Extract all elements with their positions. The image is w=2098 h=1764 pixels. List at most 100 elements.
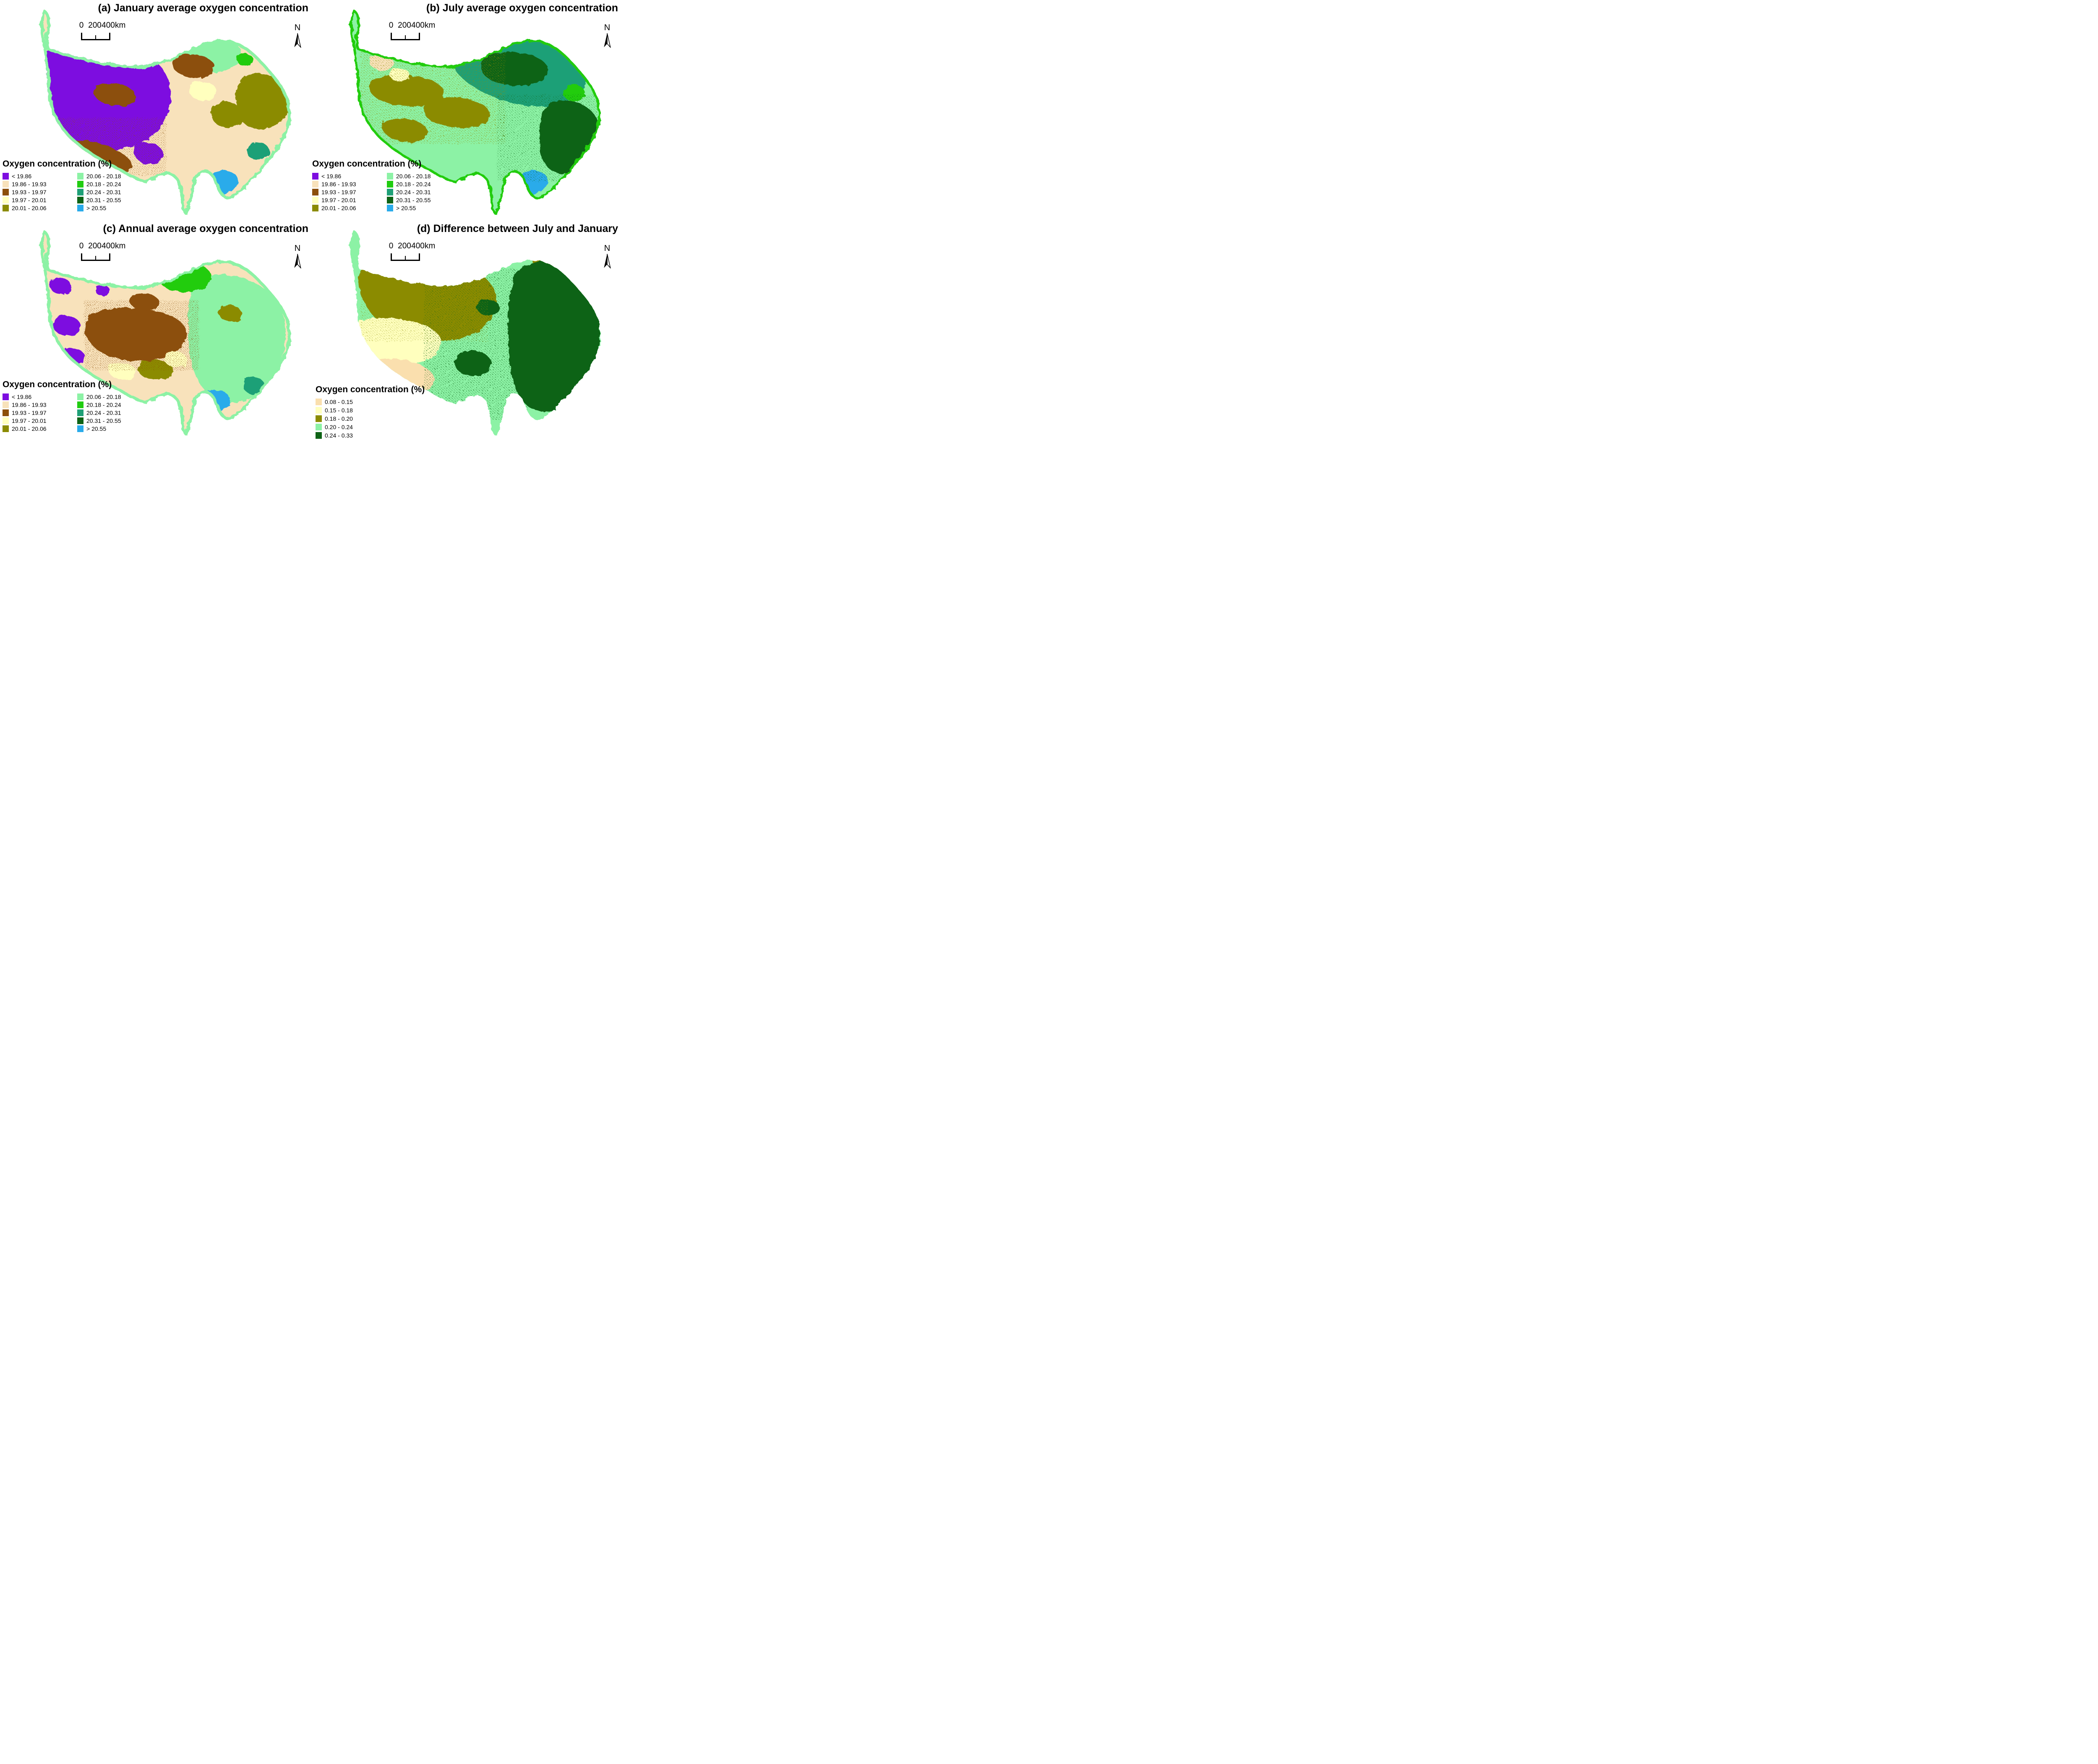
map-july xyxy=(315,9,601,215)
north-label: N xyxy=(294,244,301,253)
legend-swatch xyxy=(77,417,84,424)
scale-label-200: 200 xyxy=(398,242,411,250)
legend-item: 20.06 - 20.18 xyxy=(77,393,153,401)
scale-unit: km xyxy=(425,242,436,250)
scale-bar-line xyxy=(81,33,110,40)
scale-label-0: 0 xyxy=(79,21,84,30)
scale-label-200: 200 xyxy=(88,21,102,30)
scale-label-400: 400 xyxy=(411,21,425,30)
legend-item: 19.86 - 19.93 xyxy=(3,180,77,188)
panel-title-july: (b) July average oxygen concentration xyxy=(426,2,618,14)
scale-bar: 0 200 400 km xyxy=(63,21,155,41)
legend-item: 0.08 - 0.15 xyxy=(316,398,425,406)
north-arrow-icon xyxy=(294,253,301,268)
legend-item: 20.01 - 20.06 xyxy=(3,204,77,212)
scale-label-400: 400 xyxy=(102,21,115,30)
legend-item: 20.24 - 20.31 xyxy=(77,409,153,417)
scale-label-0: 0 xyxy=(389,242,394,250)
legend-title: Oxygen concentration (%) xyxy=(3,159,112,169)
legend-item: 20.06 - 20.18 xyxy=(77,172,153,180)
legend-item: 0.15 - 0.18 xyxy=(316,406,425,414)
legend-item: > 20.55 xyxy=(77,425,153,433)
north-arrow: N xyxy=(291,244,304,268)
legend-item: 20.18 - 20.24 xyxy=(77,180,153,188)
legend-swatch xyxy=(316,415,322,422)
legend-title: Oxygen concentration (%) xyxy=(316,385,425,394)
legend-item: 0.20 - 0.24 xyxy=(316,423,425,431)
legend-item: > 20.55 xyxy=(77,204,153,212)
panel-annual: (c) Annual average oxygen concentration … xyxy=(0,221,310,441)
legend-swatch xyxy=(3,409,9,416)
legend-july: Oxygen concentration (%) < 19.86 19.86 -… xyxy=(312,159,462,212)
scale-label-400: 400 xyxy=(102,242,115,250)
panel-january: (a) January average oxygen concentration… xyxy=(0,0,310,220)
january-pale-yellow-regions xyxy=(189,81,217,100)
legend-swatch xyxy=(3,417,9,424)
legend-item: 19.93 - 19.97 xyxy=(3,188,77,196)
legend-swatch xyxy=(387,172,393,180)
legend-item: < 19.86 xyxy=(3,393,77,401)
legend-difference: Oxygen concentration (%) 0.08 - 0.15 0.1… xyxy=(316,385,425,440)
map-january xyxy=(5,9,309,215)
north-label: N xyxy=(294,23,301,32)
panel-difference: (d) Difference between July and January … xyxy=(310,221,619,441)
legend-swatch xyxy=(312,180,318,188)
legend-swatch xyxy=(3,188,9,195)
scale-bar: 0 200 400 km xyxy=(63,242,155,262)
legend-item: 19.86 - 19.93 xyxy=(312,180,387,188)
annual-green-regions xyxy=(158,262,211,292)
scale-bar: 0 200 400 km xyxy=(373,242,465,262)
legend-item: 20.18 - 20.24 xyxy=(387,180,462,188)
january-olive-regions xyxy=(211,73,291,130)
legend-swatch xyxy=(77,204,84,211)
legend-swatch xyxy=(312,204,318,211)
legend-item: 20.31 - 20.55 xyxy=(77,196,153,204)
legend-swatch xyxy=(387,204,393,211)
legend-annual: Oxygen concentration (%) < 19.86 19.86 -… xyxy=(3,380,153,433)
scale-label-400: 400 xyxy=(411,242,425,250)
scale-label-0: 0 xyxy=(389,21,394,30)
legend-item: 20.24 - 20.31 xyxy=(387,188,462,196)
scale-bar-line xyxy=(391,253,420,261)
scale-label-0: 0 xyxy=(79,242,84,250)
legend-item: 20.31 - 20.55 xyxy=(77,417,153,425)
scale-bar-line xyxy=(391,33,420,40)
legend-swatch xyxy=(3,425,9,432)
legend-swatch xyxy=(77,180,84,188)
legend-swatch xyxy=(77,393,84,400)
legend-swatch xyxy=(77,409,84,416)
scale-label-200: 200 xyxy=(398,21,411,30)
panel-title-january: (a) January average oxygen concentration xyxy=(98,2,308,14)
legend-item: 0.18 - 0.20 xyxy=(316,414,425,422)
legend-item: 20.06 - 20.18 xyxy=(387,172,462,180)
legend-swatch xyxy=(316,406,322,414)
legend-swatch xyxy=(3,172,9,180)
legend-item: 20.31 - 20.55 xyxy=(387,196,462,204)
scale-unit: km xyxy=(115,21,126,30)
panel-july: (b) July average oxygen concentration 0 … xyxy=(310,0,619,220)
legend-swatch xyxy=(316,398,322,405)
annual-mint-regions xyxy=(188,274,286,403)
legend-swatch xyxy=(316,423,322,430)
legend-item: < 19.86 xyxy=(3,172,77,180)
legend-title: Oxygen concentration (%) xyxy=(3,380,112,389)
legend-item: 19.86 - 19.93 xyxy=(3,401,77,409)
scale-unit: km xyxy=(115,242,126,250)
legend-swatch xyxy=(77,425,84,432)
legend-swatch xyxy=(3,393,9,400)
legend-swatch xyxy=(312,196,318,203)
legend-title: Oxygen concentration (%) xyxy=(312,159,422,169)
legend-item: 20.01 - 20.06 xyxy=(3,425,77,433)
north-arrow: N xyxy=(601,23,613,48)
legend-item: 20.18 - 20.24 xyxy=(77,401,153,409)
legend-swatch xyxy=(387,188,393,195)
panel-title-difference: (d) Difference between July and January xyxy=(417,223,618,235)
legend-item: 19.97 - 20.01 xyxy=(3,417,77,425)
legend-item: 20.24 - 20.31 xyxy=(77,188,153,196)
legend-item: 19.97 - 20.01 xyxy=(312,196,387,204)
north-arrow: N xyxy=(601,244,613,268)
legend-swatch xyxy=(77,196,84,203)
north-arrow-icon xyxy=(603,253,611,268)
legend-item: 0.24 - 0.33 xyxy=(316,431,425,439)
legend-swatch xyxy=(312,172,318,180)
